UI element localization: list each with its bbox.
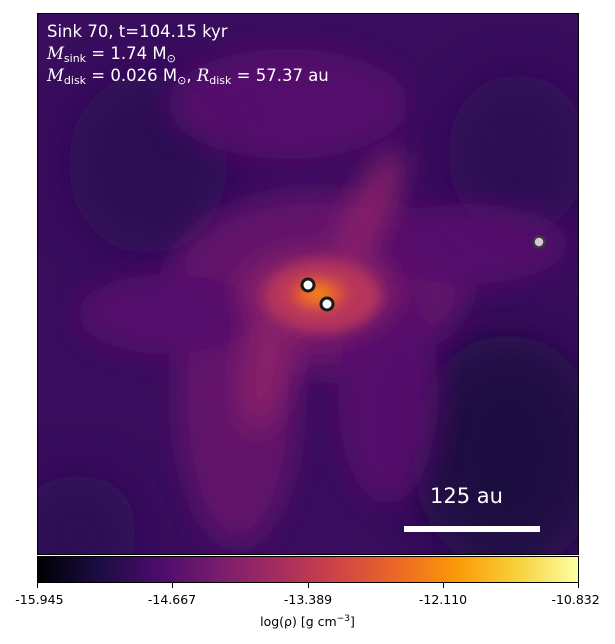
time-annotation: Sink 70, t=104.15 kyr — [47, 22, 228, 41]
colorbar-tick-label: -15.945 — [15, 592, 64, 607]
sink-marker — [319, 296, 335, 312]
colorbar-tick — [172, 583, 173, 588]
sink-marker — [532, 235, 546, 249]
colorbar-tick — [578, 583, 579, 588]
density-map-panel: Sink 70, t=104.15 kyr Msink = 1.74 M⊙ Md… — [37, 13, 579, 555]
mass-symbol: M — [47, 66, 64, 85]
sink-mass-value: = 1.74 M⊙ — [91, 44, 176, 65]
colorbar-tick — [37, 583, 38, 588]
colorbar-tick-label: -10.832 — [551, 592, 600, 607]
radius-symbol: R — [196, 66, 210, 85]
core-region — [264, 260, 380, 332]
colorbar — [37, 556, 579, 583]
colorbar-tick-label: -13.389 — [283, 592, 333, 607]
colorbar-tick-label: -14.667 — [147, 592, 197, 607]
colorbar-tick — [308, 583, 309, 588]
sink-marker — [300, 277, 316, 293]
mass-subscript: disk — [63, 74, 87, 87]
scale-bar-label: 125 au — [430, 484, 503, 508]
mass-subscript: sink — [63, 52, 87, 65]
disk-mass-value: = 0.026 M⊙ — [91, 66, 187, 87]
density-map — [38, 14, 578, 554]
radius-subscript: disk — [209, 74, 232, 87]
disk-annotation: Mdisk = 0.026 M⊙, Rdisk = 57.37 au — [47, 66, 329, 87]
colorbar-gradient — [38, 557, 578, 582]
colorbar-label: log(ρ) [g cm−3] — [260, 614, 355, 630]
sink-mass-annotation: Msink = 1.74 M⊙ — [47, 43, 176, 69]
scale-bar — [404, 526, 540, 532]
colorbar-tick — [443, 583, 444, 588]
disk-radius-value: = 57.37 au — [236, 66, 329, 85]
sink-particles — [300, 235, 546, 312]
colorbar-tick-label: -12.110 — [418, 592, 468, 607]
mass-symbol: M — [47, 44, 64, 63]
